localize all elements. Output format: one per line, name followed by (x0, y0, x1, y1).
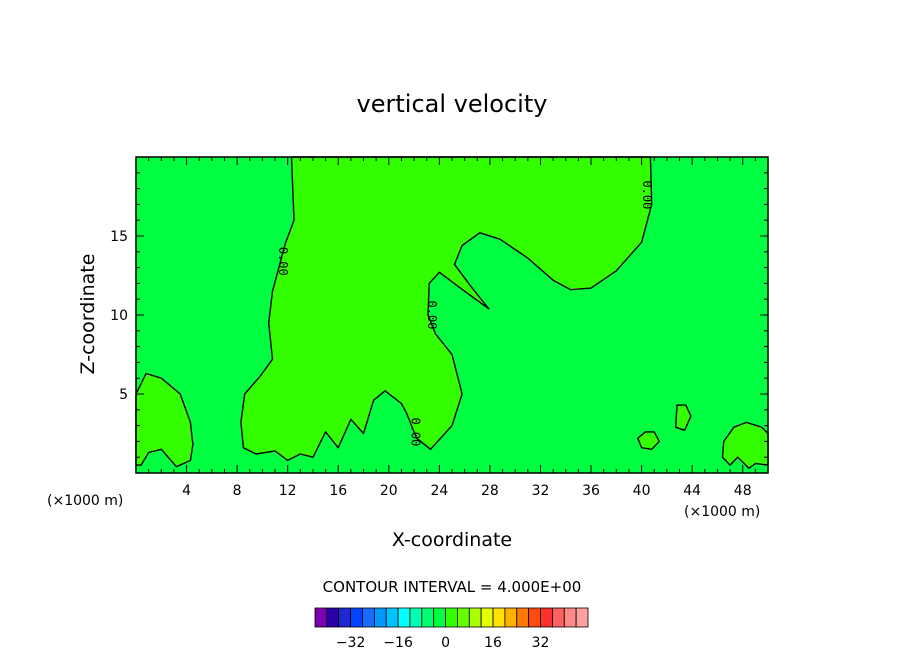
x-tick-label: 48 (734, 483, 752, 499)
colorbar-tick-label: 32 (532, 635, 550, 651)
colorbar-tick-label: 0 (441, 635, 450, 651)
chart-title: vertical velocity (357, 90, 548, 118)
colorbar-swatch (338, 607, 352, 628)
x-tick-label: 8 (233, 483, 242, 499)
colorbar-swatch (385, 607, 399, 628)
contour-label-3: 0.00 (409, 417, 423, 446)
x-tick-label: 44 (683, 483, 701, 499)
contour-interval-text: CONTOUR INTERVAL = 4.000E+00 (323, 578, 582, 596)
plot-area: 0.000.000.000.00 4 8 12 16 20 24 28 32 36 40 44 48 … (110, 156, 769, 499)
y-tick-label: 15 (110, 229, 128, 245)
x-tick-label: 40 (633, 483, 651, 499)
x-axis-label: X-coordinate (392, 529, 512, 551)
colorbar-swatch (551, 607, 565, 628)
colorbar-swatch (362, 607, 375, 628)
region-central-updraft (240, 156, 653, 462)
colorbar-swatch (350, 607, 363, 628)
x-tick-label: 4 (182, 483, 191, 499)
colorbar-swatch (528, 607, 541, 628)
colorbar-tick-label: 16 (484, 635, 502, 651)
colorbar-swatch (492, 607, 506, 628)
contour-labels: 0.00 0.00 0.00 0.00 (276, 180, 654, 446)
x-tick-label: 32 (532, 483, 550, 499)
colorbar-swatch (468, 607, 482, 628)
x-tick-label: 12 (279, 483, 297, 499)
colorbar-swatch (397, 607, 411, 628)
contour-label-0: 0.00 (276, 247, 290, 276)
colorbar-tick-label: −16 (383, 635, 413, 651)
colorbar-swatch (516, 607, 530, 628)
x-ticks: 4 8 12 16 20 24 28 32 36 40 44 48 (148, 157, 756, 499)
y-ticks: 5 10 15 (110, 172, 768, 458)
colorbar-swatch (504, 607, 518, 628)
contour-label-1: 0.00 (425, 301, 439, 330)
region-right-low-cell-3 (721, 421, 769, 469)
region-right-low-cell-2 (637, 431, 660, 450)
y-axis-label: Z-coordinate (77, 254, 99, 375)
colorbar-tick-labels: −32 −16 0 16 32 (336, 635, 550, 651)
colorbar-swatch (445, 607, 458, 628)
x-unit-left: (×1000 m) (47, 493, 123, 509)
x-tick-label: 20 (380, 483, 398, 499)
colorbar-swatch (314, 607, 328, 628)
contour-label-2: 0.00 (640, 180, 654, 209)
colorbar-swatch (575, 607, 589, 628)
positive-regions (135, 156, 769, 469)
colorbar-swatch (373, 607, 387, 628)
colorbar-swatch (421, 607, 435, 628)
colorbar (314, 607, 589, 628)
y-tick-label: 10 (110, 308, 128, 324)
colorbar-swatch (409, 607, 423, 628)
x-tick-label: 24 (430, 483, 448, 499)
colorbar-tick-label: −32 (336, 635, 366, 651)
x-unit-right: (×1000 m) (684, 504, 760, 520)
region-right-low-cell-1 (675, 404, 692, 431)
colorbar-swatch (457, 607, 470, 628)
colorbar-swatch (540, 607, 553, 628)
x-tick-label: 36 (582, 483, 600, 499)
x-tick-label: 28 (481, 483, 499, 499)
y-tick-label: 5 (119, 387, 128, 403)
colorbar-swatch (433, 607, 446, 628)
colorbar-swatch (480, 607, 494, 628)
region-left-low-cell (135, 372, 194, 468)
colorbar-swatch (563, 607, 577, 628)
x-tick-label: 16 (329, 483, 347, 499)
colorbar-swatch (326, 607, 340, 628)
